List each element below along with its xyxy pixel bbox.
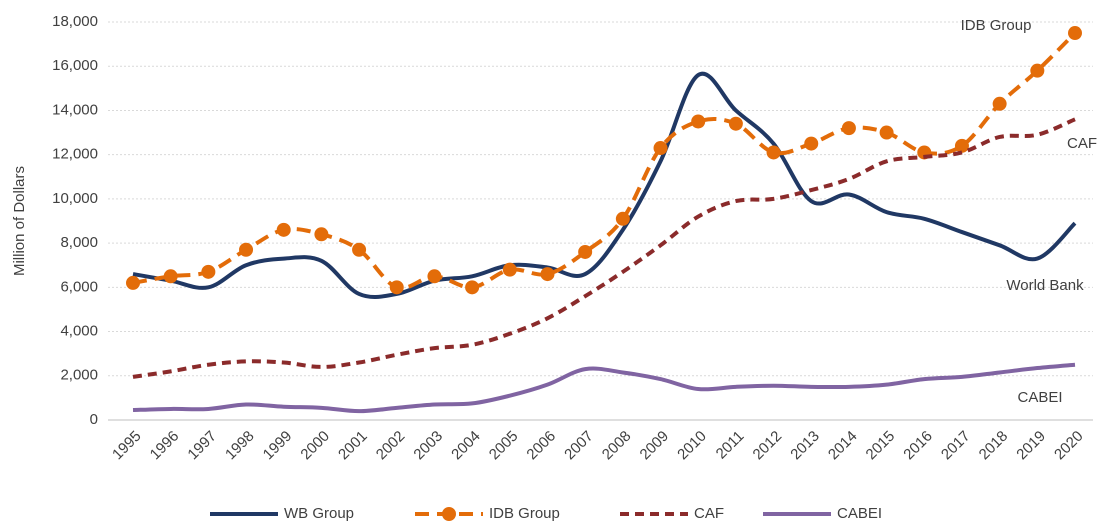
x-tick-label: 2017 — [938, 428, 974, 464]
point — [841, 121, 856, 136]
y-tick-label: 6,000 — [60, 278, 98, 295]
point — [804, 136, 819, 151]
x-tick-label: 2003 — [410, 428, 446, 464]
point — [578, 244, 593, 259]
point — [879, 125, 894, 140]
series-line — [132, 71, 1077, 300]
series-line — [132, 31, 1077, 291]
point — [653, 141, 668, 156]
legend-label: CAF — [694, 505, 724, 522]
annotation: CAF — [1067, 135, 1097, 152]
x-tick-label: 2019 — [1013, 428, 1049, 464]
annotation: IDB Group — [961, 17, 1032, 34]
x-tick-label: 2010 — [674, 428, 710, 464]
x-tick-label: 1998 — [222, 428, 258, 464]
x-tick-label: 2007 — [561, 428, 597, 464]
y-tick-label: 8,000 — [60, 234, 98, 251]
point — [502, 262, 517, 277]
annotation: CABEI — [1017, 389, 1062, 406]
x-tick-label: 2002 — [373, 428, 409, 464]
point — [540, 267, 555, 282]
point — [992, 96, 1007, 111]
point — [427, 269, 442, 284]
point — [352, 242, 367, 257]
legend-marker — [442, 507, 456, 521]
x-tick-label: 2016 — [900, 428, 936, 464]
y-tick-label: 10,000 — [52, 190, 98, 207]
y-tick-label: 16,000 — [52, 57, 98, 74]
x-tick-label: 1999 — [260, 428, 296, 464]
point — [465, 280, 480, 295]
x-tick-label: 2000 — [297, 428, 333, 464]
x-tick-label: 2011 — [713, 428, 748, 463]
y-axis-label: Million of Dollars — [11, 166, 28, 276]
point — [766, 145, 781, 160]
point — [691, 114, 706, 129]
y-tick-label: 12,000 — [52, 146, 98, 163]
y-tick-label: 18,000 — [52, 13, 98, 30]
point — [954, 138, 969, 153]
x-tick-label: 1995 — [109, 428, 145, 464]
x-tick-label: 2005 — [486, 428, 522, 464]
legend-label: IDB Group — [489, 505, 560, 522]
point — [314, 227, 329, 242]
x-tick-label: 2014 — [825, 428, 861, 464]
y-tick-label: 14,000 — [52, 101, 98, 118]
series-line — [132, 362, 1076, 414]
x-tick-label: 1996 — [147, 428, 183, 464]
annotation: World Bank — [1006, 277, 1084, 294]
series-line — [132, 117, 1076, 379]
x-tick-label: 2006 — [523, 428, 559, 464]
x-tick-label: 2009 — [637, 428, 673, 464]
point — [728, 116, 743, 131]
point — [276, 222, 291, 237]
legend-label: WB Group — [284, 505, 354, 522]
x-tick-label: 2013 — [787, 428, 823, 464]
point — [201, 264, 216, 279]
x-tick-label: 1997 — [184, 428, 220, 464]
y-tick-label: 0 — [90, 411, 98, 428]
point — [389, 280, 404, 295]
x-tick-label: 2012 — [750, 428, 786, 464]
point — [615, 211, 630, 226]
x-tick-label: 2001 — [335, 428, 371, 464]
y-tick-label: 4,000 — [60, 323, 98, 340]
point — [1068, 26, 1082, 41]
point — [163, 269, 178, 284]
point — [126, 275, 140, 290]
x-tick-label: 2015 — [863, 428, 899, 464]
x-tick-label: 2004 — [448, 428, 484, 464]
x-tick-label: 2008 — [599, 428, 635, 464]
x-tick-label: 2018 — [976, 428, 1012, 464]
point — [239, 242, 254, 257]
point — [1030, 63, 1045, 78]
legend-label: CABEI — [837, 505, 882, 522]
y-tick-label: 2,000 — [60, 367, 98, 384]
x-tick-label: 2020 — [1051, 428, 1087, 464]
